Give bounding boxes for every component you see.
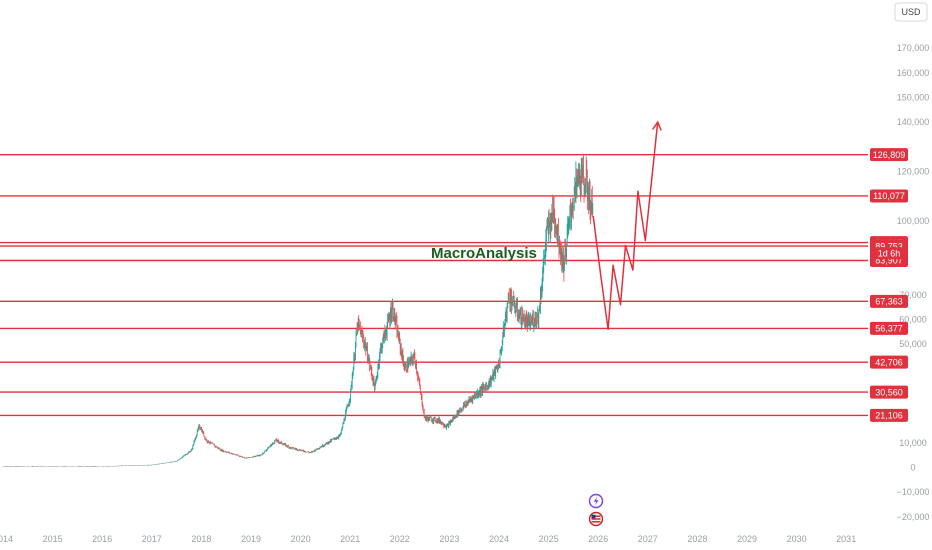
- level-price-labels: 126,809110,07791,16789,75383,90767,36356…: [870, 148, 908, 422]
- y-tick-label: 100,000: [897, 216, 930, 226]
- x-tick-label: 2019: [241, 534, 261, 544]
- currency-box[interactable]: [894, 2, 928, 22]
- x-tick-label: 2025: [539, 534, 559, 544]
- level-price-badge: [870, 294, 908, 308]
- countdown-badge: [870, 247, 908, 260]
- y-tick-label: 60,000: [899, 314, 927, 324]
- price-series: [2, 153, 594, 468]
- currency-label: USD: [901, 7, 921, 17]
- y-tick-label: 170,000: [897, 43, 930, 53]
- lightning-event-icon[interactable]: [588, 493, 604, 509]
- level-price-text: 126,809: [873, 150, 906, 160]
- projection-arrowhead: [651, 120, 662, 131]
- level-price-badge: [870, 148, 908, 162]
- projection-line[interactable]: [592, 122, 659, 331]
- level-price-text: 56,377: [875, 324, 903, 334]
- y-tick-label: 70,000: [899, 290, 927, 300]
- x-tick-label: 2020: [291, 534, 311, 544]
- x-tick-label: 2028: [687, 534, 707, 544]
- y-tick-label: 160,000: [897, 68, 930, 78]
- level-price-text: 30,560: [875, 387, 903, 397]
- x-tick-label: 2021: [340, 534, 360, 544]
- x-tick-label: 2023: [439, 534, 459, 544]
- x-tick-label: 2024: [489, 534, 509, 544]
- level-price-text: 83,907: [875, 256, 903, 266]
- x-tick-label: 2017: [142, 534, 162, 544]
- level-price-text: 67,363: [875, 297, 903, 307]
- x-tick-label: 2016: [92, 534, 112, 544]
- x-tick-label: 2030: [787, 534, 807, 544]
- level-price-text: 89,753: [875, 241, 903, 251]
- level-price-badge: [870, 355, 908, 369]
- watermark: MacroAnalysis: [431, 245, 537, 262]
- x-tick-label: 2018: [191, 534, 211, 544]
- price-axis[interactable]: 170,000 160,000 150,000 140,000 120,000 100,0…: [897, 43, 930, 522]
- x-tick-label: 2022: [390, 534, 410, 544]
- projection-path: [592, 120, 662, 331]
- x-tick-label: 2026: [588, 534, 608, 544]
- y-tick-label: 10,000: [899, 438, 927, 448]
- x-tick-label: 2027: [638, 534, 658, 544]
- y-tick-label: 50,000: [899, 339, 927, 349]
- level-price-badge: [870, 408, 908, 422]
- y-tick-label: −10,000: [897, 487, 930, 497]
- y-tick-label: 0: [910, 463, 915, 473]
- countdown-text: 1d 6h: [878, 248, 901, 258]
- horizontal-levels: [0, 153, 868, 417]
- y-tick-label: −20,000: [897, 512, 930, 522]
- x-tick-label: 2015: [43, 534, 63, 544]
- level-price-badge: [870, 385, 908, 399]
- level-price-text: 21,106: [875, 411, 903, 421]
- y-tick-label: 150,000: [897, 92, 930, 102]
- us-flag-event-icon[interactable]: [588, 511, 604, 527]
- level-price-badge: [870, 321, 908, 335]
- x-tick-label: 2014: [0, 534, 13, 544]
- level-price-text: 42,706: [875, 357, 903, 367]
- x-tick-label: 2031: [836, 534, 856, 544]
- level-price-badge: [870, 189, 908, 203]
- level-price-text: 110,077: [873, 191, 905, 201]
- x-tick-label: 2029: [737, 534, 757, 544]
- y-tick-label: 120,000: [897, 166, 930, 176]
- time-axis[interactable]: 2014 2015 2016 2017 2018 2019 2020 2021 2022 2023…: [0, 534, 856, 544]
- y-tick-label: 140,000: [897, 117, 930, 127]
